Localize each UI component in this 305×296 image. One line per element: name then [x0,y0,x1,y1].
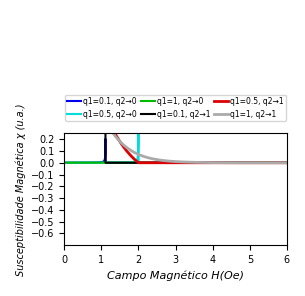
Legend: q1=0.1, q2→0, q1=0.5, q2→0, q1=1, q2→0, q1=0.1, q2→1, q1=0.5, q2→1, q1=1, q2→1: q1=0.1, q2→0, q1=0.5, q2→0, q1=1, q2→0, … [65,95,286,121]
X-axis label: Campo Magnético H(Oe): Campo Magnético H(Oe) [107,271,244,281]
Y-axis label: Susceptibilidade Magnética χ (u.a.): Susceptibilidade Magnética χ (u.a.) [15,103,26,276]
